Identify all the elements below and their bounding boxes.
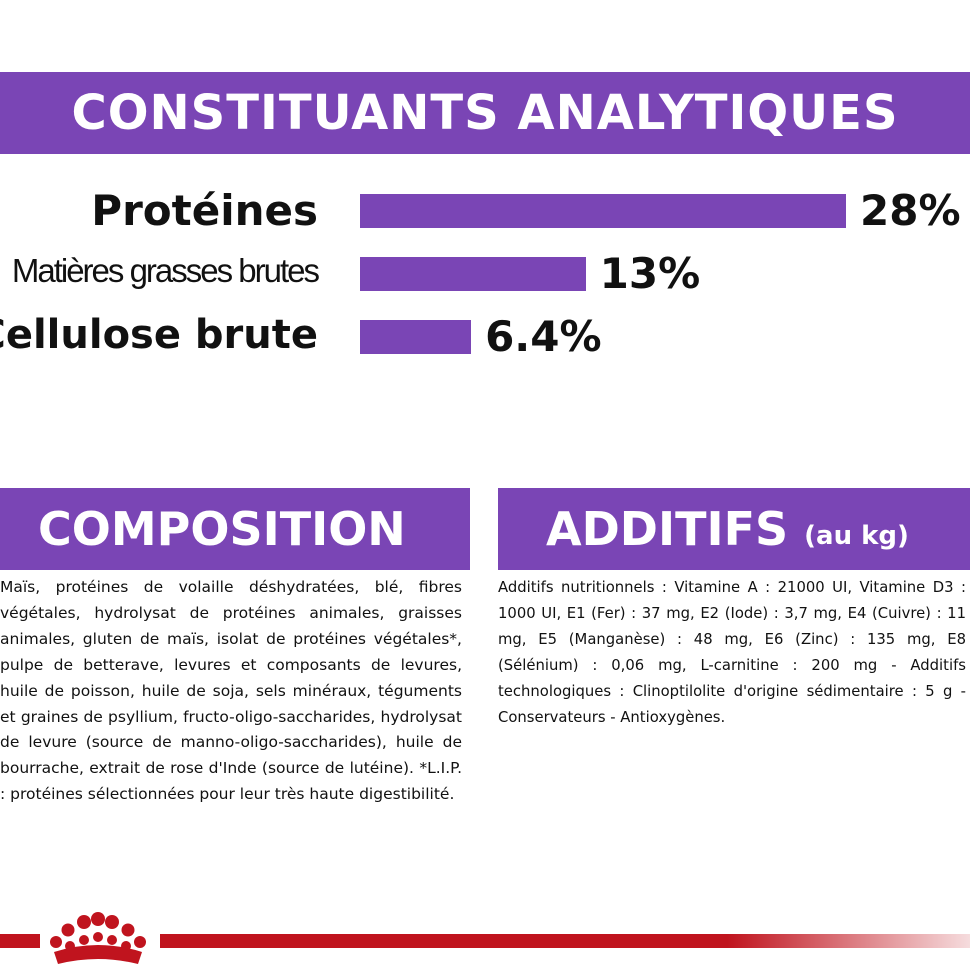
- royal-canin-crown-icon: [50, 912, 146, 964]
- fat-label: Matières grasses brutes: [11, 252, 320, 289]
- composition-title: COMPOSITION: [38, 502, 406, 556]
- protein-value: 28%: [860, 186, 961, 235]
- protein-label: Protéines: [91, 186, 318, 235]
- composition-title-band: COMPOSITION: [0, 488, 470, 570]
- analytic-title-band: CONSTITUANTS ANALYTIQUES: [0, 72, 970, 154]
- additifs-title: ADDITIFS: [546, 502, 789, 556]
- fat-value: 13%: [599, 249, 701, 298]
- footer-red-line: [160, 934, 970, 948]
- footer-red-line-left: [0, 934, 40, 948]
- fat-bar: [360, 257, 586, 291]
- additifs-title-band: ADDITIFS (au kg): [498, 488, 970, 570]
- fiber-label: Cellulose brute: [0, 312, 318, 358]
- analytic-title: CONSTITUANTS ANALYTIQUES: [71, 85, 899, 141]
- fiber-bar: [360, 320, 472, 354]
- additifs-text: Additifs nutritionnels : Vitamine A : 21…: [498, 579, 966, 726]
- composition-text: Maïs, protéines de volaille déshydratées…: [0, 578, 462, 804]
- fiber-value: 6.4%: [485, 312, 602, 361]
- additifs-subtitle: (au kg): [804, 521, 909, 551]
- protein-bar: [360, 194, 846, 228]
